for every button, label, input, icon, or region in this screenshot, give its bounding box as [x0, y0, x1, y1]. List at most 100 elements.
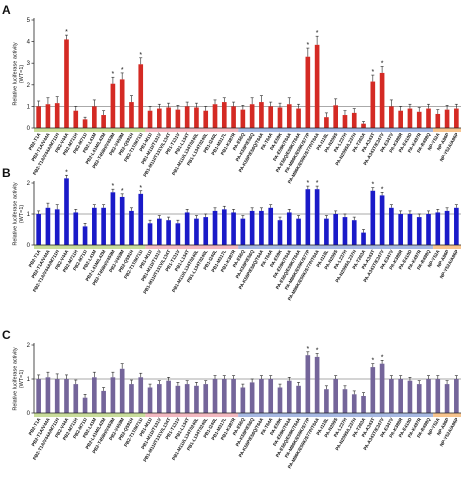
- bar-NP-Y52A/A86P: [454, 207, 459, 245]
- bar-PA-N209S: [333, 214, 339, 245]
- bar-PA-L237H: [342, 389, 348, 413]
- bar-PB2-T1A/V44A: [45, 207, 51, 245]
- group-band: [238, 413, 434, 417]
- bar-PA-T64A: [268, 379, 274, 413]
- bar-PB1-M11I: [147, 223, 153, 245]
- group-band: [34, 245, 146, 249]
- bar-PA-K58P/E56Q: [249, 104, 255, 128]
- bar-PB2-V44A: [64, 379, 69, 413]
- bar-PA-M86K/E59K/S77P: [305, 56, 311, 128]
- y-axis-label-line: (WT=1): [19, 65, 25, 84]
- bar-PB2-L41M/L42M: [101, 207, 106, 245]
- bar-PB2-T1A: [36, 106, 41, 128]
- bar-PA-A343T: [370, 81, 376, 128]
- bar-PB1-L134T: [184, 212, 190, 245]
- bar-NP-A86P: [444, 210, 450, 245]
- bar-PA-A343T/E347V: [379, 363, 385, 413]
- bar-PA-N209S/L237H: [351, 112, 357, 128]
- bar-PB1-K387R: [231, 106, 236, 128]
- y-tick-label: 0: [27, 126, 31, 132]
- bar-PB2-T1T/M711I: [138, 193, 144, 245]
- significance-marker: *: [65, 169, 68, 176]
- bar-PB1-T131V: [175, 385, 181, 413]
- y-axis-label: Relative luciferase activity(WT=1): [13, 347, 26, 411]
- bar-PB1-L134T/I240L: [203, 217, 209, 245]
- bar-NP-Y52A: [435, 113, 441, 128]
- bar-PA-E59K: [277, 387, 283, 413]
- bar-PB1-M11I: [147, 110, 153, 128]
- bar-PB2-T1T/M711I: [138, 64, 144, 128]
- bar-PB2-M711H: [73, 110, 79, 128]
- bar-PA-E410D: [407, 108, 413, 128]
- bar-PB2-M711I: [82, 397, 88, 413]
- bar-PA-T263A: [361, 232, 366, 245]
- bar-PA-K388R: [398, 379, 403, 413]
- bar-PA-M86K/E59K/S77P/T64A: [314, 44, 320, 129]
- bar-PA-K388R: [398, 110, 403, 128]
- bar-PA-E59K/T64A: [286, 212, 292, 245]
- significance-marker: *: [112, 71, 115, 78]
- bar-PB2-T1A: [36, 379, 41, 413]
- bar-PA-T263A: [361, 396, 366, 413]
- bar-PB2-T458H/V459M: [110, 192, 116, 245]
- group-band: [145, 128, 239, 132]
- bar-PB1-M11I/T131V: [156, 218, 162, 245]
- y-tick-label: 0: [27, 243, 31, 249]
- significance-marker: *: [306, 346, 309, 353]
- bar-PA-K58P/E56Q: [249, 210, 255, 245]
- bar-PB2-M711H: [73, 212, 79, 245]
- bar-PA-A343T: [370, 190, 376, 245]
- significance-marker: *: [381, 354, 384, 361]
- bar-PA-N209S: [333, 105, 339, 128]
- significance-marker: *: [371, 182, 374, 189]
- bar-PB1-L134T/I240L: [203, 110, 209, 128]
- bar-PA-E347V: [389, 207, 394, 245]
- panel-label: A: [2, 3, 11, 17]
- bar-PB1-L134T: [184, 106, 190, 128]
- bar-PA-L237H: [342, 115, 348, 128]
- y-tick-label: 2: [27, 181, 31, 187]
- bar-PA-R498Q: [426, 379, 431, 413]
- group-band: [433, 413, 461, 417]
- bar-PB2-T1A/V44A/M711H: [54, 103, 60, 128]
- bar-PB2-T1T/M711I: [138, 377, 144, 413]
- bar-PA-I118L: [324, 218, 329, 245]
- y-tick-label: 0: [27, 411, 31, 417]
- bar-PB1-I240L: [212, 379, 218, 413]
- bar-NP-Y52A/A86P: [454, 108, 459, 128]
- significance-marker: *: [139, 185, 142, 192]
- bar-PA-A343T: [370, 367, 376, 413]
- bar-PA-E56Q/E59K/T64A: [296, 218, 301, 245]
- bar-PB1-K387R: [231, 212, 236, 245]
- bar-PA-M86K/E59K/S77P/T64A: [314, 356, 320, 413]
- bar-PB2-M711I: [82, 119, 88, 128]
- bar-PA-E59K/T64A: [286, 380, 292, 413]
- bar-PA-A343T/E347V: [379, 195, 385, 245]
- significance-marker: *: [381, 60, 384, 67]
- y-axis-label-line: (WT=1): [19, 370, 25, 389]
- bar-PB1-M11I/L134T/I240L: [194, 385, 199, 413]
- y-tick-label: 2: [27, 343, 31, 349]
- significance-marker: *: [316, 30, 319, 37]
- bar-NP-A86P: [444, 384, 450, 413]
- bar-PA-E56Q/E59K/T64A: [296, 108, 301, 128]
- bar-NP-Y52A: [435, 379, 441, 413]
- bar-PA-T64A: [268, 207, 274, 245]
- y-axis-label-line: Relative luciferase activity: [13, 182, 19, 246]
- bar-NP-Y52A/A86P: [454, 379, 459, 413]
- group-band: [145, 245, 239, 249]
- y-tick-label: 2: [27, 83, 31, 89]
- bar-PA-A343T/E347V: [379, 72, 385, 128]
- bar-PB1-L134T: [184, 384, 190, 413]
- bar-PA-M86K/E59K/S77P/T64A: [314, 189, 320, 245]
- bar-PB1-M11I/L134T/I240L: [194, 218, 199, 245]
- bar-PB1-M11I/T131V/L134T: [166, 380, 171, 413]
- y-tick-label: 1: [27, 212, 31, 218]
- bar-NP-Y52A: [435, 212, 441, 245]
- bar-PA-E56Q: [240, 109, 246, 128]
- bar-PB1-M317L: [221, 379, 227, 413]
- bar-PA-E410D: [407, 380, 413, 413]
- bar-PB2-L41M: [92, 106, 97, 128]
